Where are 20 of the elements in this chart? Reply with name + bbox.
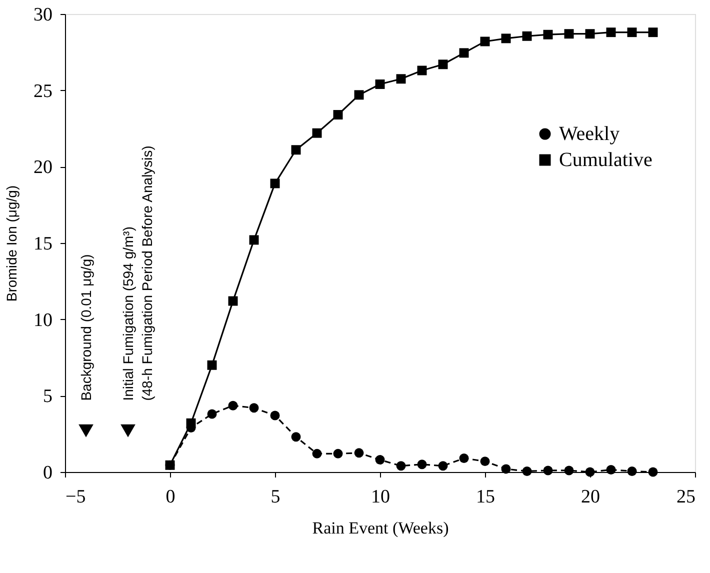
x-tick-label: 10 [371,486,390,508]
legend-label: Cumulative [559,149,652,171]
y-tick-label: 5 [43,386,52,408]
y-tick-label: 15 [34,234,52,254]
x-tick-label: 0 [166,486,176,508]
y-axis-title: Bromide Ion (μg/g) [4,185,20,302]
y-tick-label: 25 [34,80,52,102]
annotation: Initial Fumigation (594 g/m³) (48-h Fumigation Period Before Analysis) [120,146,155,401]
x-tick-label: 15 [476,486,495,508]
y-tick-label: 0 [43,462,52,484]
x-tick-label: 20 [581,486,600,508]
annotation: Background (0.01 μg/g) [78,254,94,401]
y-tick-label: 30 [34,4,52,26]
x-tick-label: 25 [676,486,696,508]
x-tick-label: 5 [270,486,280,508]
x-tick-label: −5 [66,486,86,508]
legend-label: Weekly [559,123,620,145]
x-axis-title: Rain Event (Weeks) [312,518,449,538]
y-tick-label: 10 [34,310,52,331]
y-tick-label: 20 [34,157,52,178]
